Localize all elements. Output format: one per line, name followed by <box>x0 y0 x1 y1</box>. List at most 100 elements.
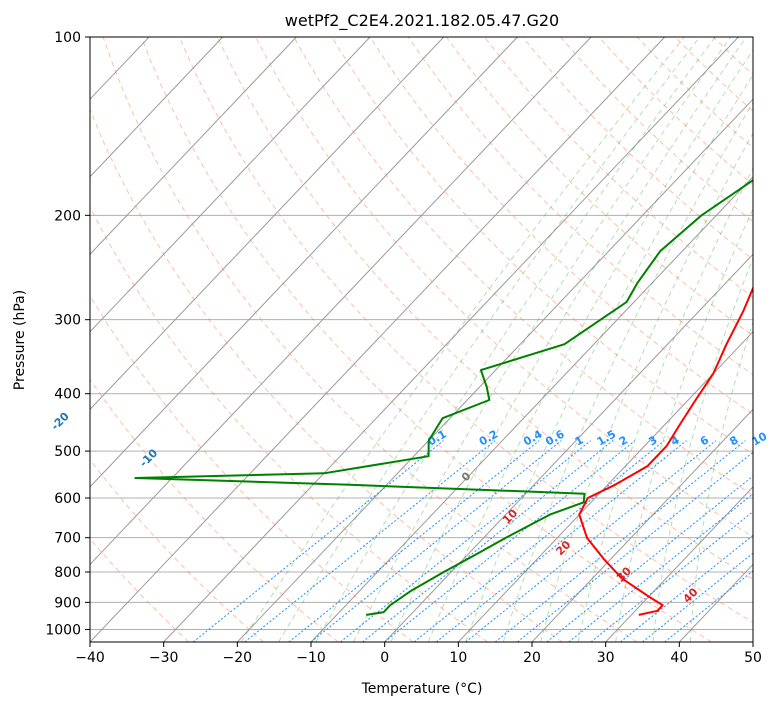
plot-frame <box>89 36 754 643</box>
isotherm-line <box>605 486 753 642</box>
mixing-ratio-line <box>413 440 665 642</box>
dry-adiabat-line <box>636 37 753 149</box>
y-tick-label: 300 <box>54 313 81 329</box>
chart-title: wetPf2_C2E4.2021.182.05.47.G20 <box>285 11 559 31</box>
dry-adiabat-line <box>560 37 753 223</box>
dry-adiabat-line <box>90 537 190 642</box>
moist-adiabat-line <box>315 37 716 642</box>
dry-adiabat-line <box>407 37 753 376</box>
isotherm-line <box>457 331 753 642</box>
mixing-ratio-line <box>244 440 496 642</box>
x-axis-ticks: −40 −30 −20 −10 0 10 20 30 40 50 <box>75 642 762 666</box>
mixing-ratio-label: 10 <box>749 429 769 448</box>
moist-adiabat-line <box>502 101 753 642</box>
mixing-ratio-line <box>384 440 636 642</box>
moist-adiabat-line <box>427 49 753 642</box>
moist-adiabat-line <box>690 320 753 642</box>
x-tick-label: 10 <box>449 650 467 666</box>
mixing-ratio-label: 0.6 <box>543 427 567 448</box>
isotherm-line <box>90 37 518 488</box>
mixing-ratio-label: 0.2 <box>477 427 500 448</box>
y-tick-label: 400 <box>54 387 81 403</box>
background-lines <box>0 37 753 642</box>
moist-adiabat-label: 20 <box>553 538 573 558</box>
isotherm-line <box>90 37 297 256</box>
dry-adiabat-line <box>217 37 753 580</box>
mixing-ratio-line <box>620 534 753 642</box>
x-tick-label: 50 <box>744 650 762 666</box>
sounding-series <box>134 178 753 616</box>
x-tick-label: −10 <box>296 650 326 666</box>
mixing-ratio-line <box>664 570 753 642</box>
mixing-ratio-line <box>192 440 444 642</box>
x-tick-label: 0 <box>380 650 389 666</box>
moist-adiabat-label: 0 <box>459 469 474 484</box>
isotherm-line <box>384 253 753 642</box>
dry-adiabat-line <box>484 37 753 298</box>
isotherm-line <box>678 563 753 642</box>
x-tick-label: 40 <box>670 650 688 666</box>
moist-adiabat-line <box>390 37 747 642</box>
x-tick-label: −20 <box>223 650 253 666</box>
dry-adiabat-line <box>751 37 753 40</box>
isotherm-line <box>163 37 739 642</box>
moist-adiabat-line <box>615 207 753 642</box>
dry-adiabat-label: -10 <box>137 446 160 469</box>
mixing-ratio-line <box>516 451 753 642</box>
x-tick-label: 20 <box>523 650 541 666</box>
y-tick-label: 500 <box>54 444 81 460</box>
mixing-ratio-line <box>310 440 562 642</box>
dry-adiabat-label: -20 <box>49 409 72 432</box>
dry-adiabat-line <box>598 37 753 186</box>
dewpoint-line <box>134 178 753 616</box>
dry-adiabat-line <box>90 108 563 642</box>
dry-adiabat-line <box>255 37 753 538</box>
dry-adiabat-line <box>90 378 339 642</box>
isotherm-line <box>531 408 753 642</box>
dry-adiabat-line <box>674 37 753 112</box>
x-tick-label: −30 <box>149 650 179 666</box>
mixing-ratio-line <box>568 493 753 642</box>
x-axis-label: Temperature (°C) <box>361 681 483 697</box>
dry-adiabat-line <box>331 37 753 456</box>
mixing-ratio-label: 0.4 <box>521 427 545 448</box>
mixing-ratio-line <box>340 440 592 642</box>
isotherm-line <box>310 176 753 642</box>
dry-adiabat-line <box>293 37 753 496</box>
mixing-ratio-line <box>546 475 753 642</box>
dry-adiabat-line <box>90 459 264 642</box>
moist-adiabat-line <box>577 167 753 642</box>
moist-adiabat-line <box>352 37 732 642</box>
moist-adiabat-line <box>652 256 753 642</box>
mixing-ratio-label: 1.5 <box>595 427 618 448</box>
x-tick-label: −40 <box>75 650 105 666</box>
dry-adiabat-line <box>712 37 753 76</box>
moist-adiabat-line <box>278 37 701 642</box>
isotherm-line <box>0 37 2 642</box>
mixing-ratio-line <box>494 440 746 642</box>
mixing-ratio-line <box>590 510 753 642</box>
moist-adiabat-line <box>540 132 753 642</box>
mixing-ratio-line <box>435 440 687 642</box>
y-tick-label: 200 <box>54 208 81 224</box>
isotherm-line <box>90 37 445 411</box>
mixing-ratio-line <box>362 440 614 642</box>
y-tick-label: 800 <box>54 565 81 581</box>
isotherm-line <box>90 37 224 178</box>
isotherm-line <box>90 37 666 642</box>
dry-adiabat-line <box>90 294 414 642</box>
moist-adiabat-line <box>465 74 753 642</box>
dry-adiabat-line <box>90 205 488 642</box>
temperature-line <box>578 285 753 616</box>
y-tick-label: 1000 <box>45 622 81 638</box>
y-tick-label: 900 <box>54 595 81 611</box>
isotherm-line <box>90 37 592 566</box>
mixing-ratio-line <box>288 440 540 642</box>
y-axis-ticks: 100 200 300 400 500 600 700 800 900 1000 <box>45 30 90 638</box>
y-tick-label: 700 <box>54 531 81 547</box>
moist-adiabat-line <box>240 37 685 642</box>
isotherm-line <box>236 98 753 642</box>
mixing-ratio-line <box>642 552 753 642</box>
x-tick-label: 30 <box>597 650 615 666</box>
